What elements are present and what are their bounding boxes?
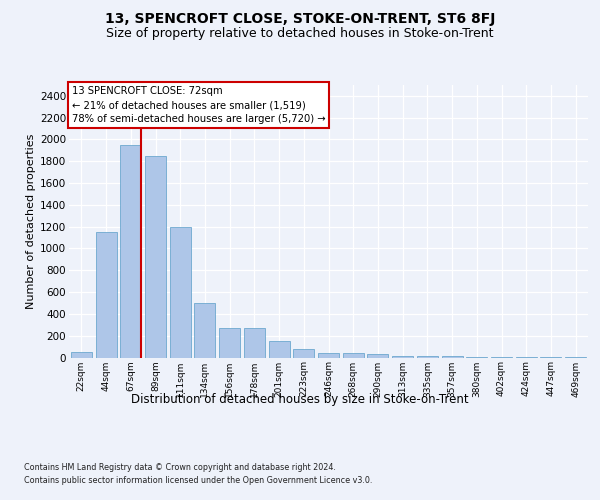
Bar	[145, 156, 166, 358]
Bar	[71, 352, 92, 358]
Text: Distribution of detached houses by size in Stoke-on-Trent: Distribution of detached houses by size …	[131, 392, 469, 406]
Bar	[343, 352, 364, 358]
Bar	[95, 232, 116, 358]
Bar	[293, 350, 314, 358]
Bar	[565, 357, 586, 358]
Bar	[194, 303, 215, 358]
Text: Contains HM Land Registry data © Crown copyright and database right 2024.: Contains HM Land Registry data © Crown c…	[24, 462, 336, 471]
Bar	[120, 145, 141, 358]
Bar	[244, 328, 265, 358]
Bar	[392, 356, 413, 358]
Bar	[466, 357, 487, 358]
Bar	[318, 352, 339, 358]
Bar	[367, 354, 388, 358]
Bar	[170, 226, 191, 358]
Text: Size of property relative to detached houses in Stoke-on-Trent: Size of property relative to detached ho…	[106, 28, 494, 40]
Bar	[491, 357, 512, 358]
Y-axis label: Number of detached properties: Number of detached properties	[26, 134, 36, 309]
Bar	[269, 341, 290, 357]
Bar	[516, 357, 537, 358]
Bar	[219, 328, 240, 358]
Bar	[541, 357, 562, 358]
Bar	[442, 356, 463, 358]
Text: 13, SPENCROFT CLOSE, STOKE-ON-TRENT, ST6 8FJ: 13, SPENCROFT CLOSE, STOKE-ON-TRENT, ST6…	[105, 12, 495, 26]
Bar	[417, 356, 438, 358]
Text: 13 SPENCROFT CLOSE: 72sqm
← 21% of detached houses are smaller (1,519)
78% of se: 13 SPENCROFT CLOSE: 72sqm ← 21% of detac…	[71, 86, 325, 124]
Text: Contains public sector information licensed under the Open Government Licence v3: Contains public sector information licen…	[24, 476, 373, 485]
